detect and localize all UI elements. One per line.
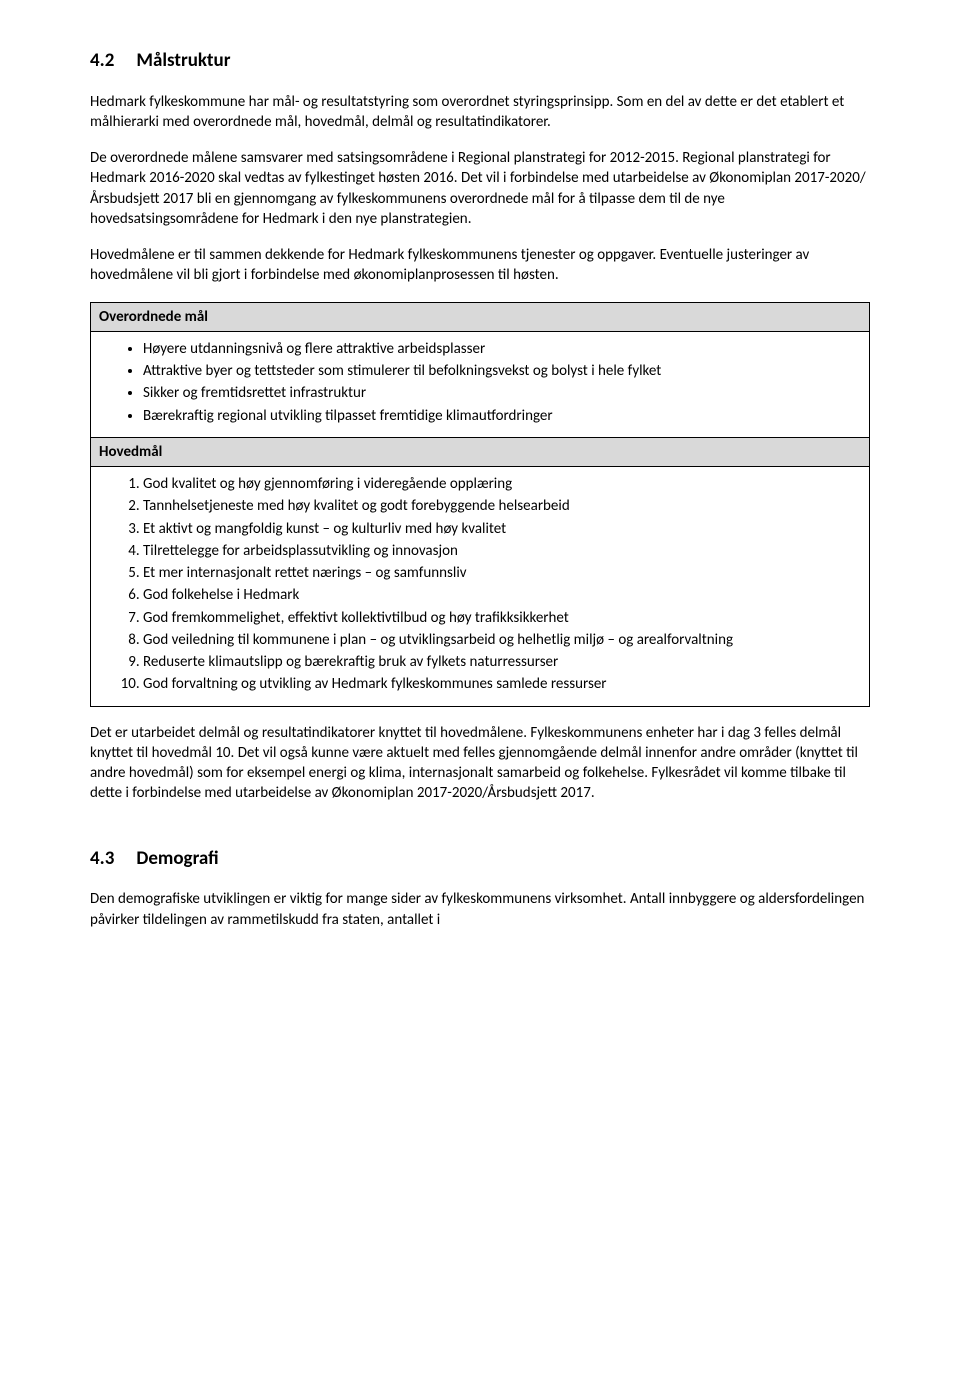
body-paragraph: Det er utarbeidet delmål og resultatindi…: [90, 723, 870, 804]
table-cell-hovedmal: God kvalitet og høy gjennomføring i vide…: [91, 467, 870, 707]
list-item: Reduserte klimautslipp og bærekraftig br…: [143, 651, 861, 673]
section-number: 4.2: [90, 48, 114, 74]
list-item: God fremkommelighet, effektivt kollektiv…: [143, 607, 861, 629]
list-item: God forvaltning og utvikling av Hedmark …: [143, 673, 861, 695]
body-paragraph: Hovedmålene er til sammen dekkende for H…: [90, 245, 870, 286]
body-paragraph: Den demografiske utviklingen er viktig f…: [90, 889, 870, 930]
body-paragraph: Hedmark fylkeskommune har mål- og result…: [90, 92, 870, 133]
list-item: Et aktivt og mangfoldig kunst – og kultu…: [143, 518, 861, 540]
section-heading-42: 4.2 Målstruktur: [90, 48, 870, 74]
section-title: Målstruktur: [136, 49, 230, 72]
list-item: Sikker og fremtidsrettet infrastruktur: [143, 382, 861, 404]
section-number: 4.3: [90, 846, 114, 872]
list-item: God folkehelse i Hedmark: [143, 584, 861, 606]
list-item: Tannhelsetjeneste med høy kvalitet og go…: [143, 495, 861, 517]
list-item: Høyere utdanningsnivå og flere attraktiv…: [143, 338, 861, 360]
table-cell-overordnede: Høyere utdanningsnivå og flere attraktiv…: [91, 331, 870, 437]
list-item: God kvalitet og høy gjennomføring i vide…: [143, 473, 861, 495]
list-item: God veiledning til kommunene i plan – og…: [143, 629, 861, 651]
section-heading-43: 4.3 Demografi: [90, 846, 870, 872]
section-title: Demografi: [136, 847, 218, 870]
list-item: Et mer internasjonalt rettet nærings – o…: [143, 562, 861, 584]
list-item: Tilrettelegge for arbeidsplassutvikling …: [143, 540, 861, 562]
list-item: Bærekraftig regional utvikling tilpasset…: [143, 405, 861, 427]
overordnede-list: Høyere utdanningsnivå og flere attraktiv…: [99, 338, 861, 427]
goals-table: Overordnede mål Høyere utdanningsnivå og…: [90, 302, 870, 707]
section-spacer: [90, 820, 870, 846]
list-item: Attraktive byer og tettsteder som stimul…: [143, 360, 861, 382]
body-paragraph: De overordnede målene samsvarer med sats…: [90, 148, 870, 229]
hovedmal-list: God kvalitet og høy gjennomføring i vide…: [99, 473, 861, 696]
table-header-overordnede: Overordnede mål: [91, 302, 870, 331]
table-header-hovedmal: Hovedmål: [91, 437, 870, 466]
